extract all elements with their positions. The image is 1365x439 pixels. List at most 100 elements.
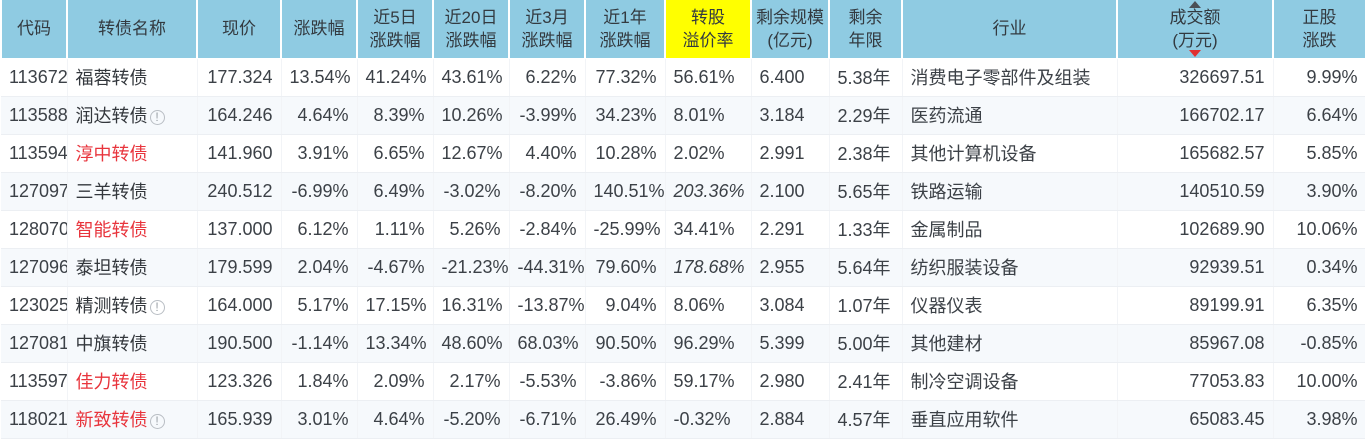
column-header-label: 现价: [202, 17, 276, 40]
stock-change-cell: 0.34%: [1273, 248, 1365, 287]
change-1y-cell: 26.49%: [585, 400, 666, 439]
bond-code-link[interactable]: 113594: [1, 134, 68, 173]
stock-change-cell: 3.98%: [1273, 400, 1365, 439]
bond-code-link[interactable]: 113597: [1, 362, 68, 401]
bond-code-link[interactable]: 113672: [1, 58, 68, 97]
column-header-stockchg[interactable]: 正股 涨跌: [1273, 0, 1365, 59]
remaining-scale-cell: 2.991: [751, 134, 830, 173]
column-header-scale[interactable]: 剩余规模 (亿元): [751, 0, 830, 59]
column-header-code[interactable]: 代码: [0, 0, 68, 59]
remaining-years-cell: 4.57年: [829, 400, 903, 439]
change-5d-cell: 4.64%: [357, 400, 434, 439]
table-row[interactable]: 113672 福蓉转债 177.324 13.54% 41.24% 43.61% 6.22%…: [1, 58, 1365, 97]
bond-name-link[interactable]: 新致转债!: [67, 400, 198, 439]
change-20d-cell: -21.23%: [433, 248, 510, 287]
column-header-line: 剩余: [848, 7, 883, 27]
column-header-label: 转股 溢价率: [670, 6, 746, 52]
table-row[interactable]: 113594 淳中转债 141.960 3.91% 6.65% 12.67% 4.40% 10…: [1, 134, 1365, 173]
change-3m-cell: -8.20%: [509, 172, 586, 211]
column-header-chg20d[interactable]: 近20日 涨跌幅: [433, 0, 510, 59]
bond-name-label: 泰坦转债: [75, 258, 148, 278]
bond-name-link[interactable]: 润达转债!: [67, 96, 198, 135]
table-row[interactable]: 127096 泰坦转债 179.599 2.04% -4.67% -21.23% -44.3…: [1, 248, 1365, 287]
bond-code-link[interactable]: 113588: [1, 96, 68, 135]
table-row[interactable]: 127081 中旗转债 190.500 -1.14% 13.34% 48.60% 68.03…: [1, 324, 1365, 363]
change-5d-cell: 6.49%: [357, 172, 434, 211]
column-header-label: 行业: [907, 17, 1112, 40]
stock-change-cell: 3.90%: [1273, 172, 1365, 211]
change-percent-cell: 3.91%: [281, 134, 358, 173]
change-1y-cell: -25.99%: [585, 210, 666, 249]
bond-code-link[interactable]: 127096: [1, 248, 68, 287]
current-price-cell: 137.000: [197, 210, 282, 249]
turnover-amount-cell: 102689.90: [1117, 210, 1274, 249]
change-20d-cell: 5.26%: [433, 210, 510, 249]
turnover-amount-cell: 326697.51: [1117, 58, 1274, 97]
column-header-name[interactable]: 转债名称: [67, 0, 198, 59]
turnover-amount-cell: 92939.51: [1117, 248, 1274, 287]
table-row[interactable]: 113597 佳力转债 123.326 1.84% 2.09% 2.17% -5.53% -3…: [1, 362, 1365, 401]
table-row[interactable]: 123025 精测转债! 164.000 5.17% 17.15% 16.31% -13.8…: [1, 286, 1365, 325]
change-1y-cell: 34.23%: [585, 96, 666, 135]
change-3m-cell: -13.87%: [509, 286, 586, 325]
bond-code-link[interactable]: 123025: [1, 286, 68, 325]
bond-name-link[interactable]: 佳力转债: [67, 362, 198, 401]
change-20d-cell: 12.67%: [433, 134, 510, 173]
bond-code-link[interactable]: 128070: [1, 210, 68, 249]
warning-circle-icon[interactable]: !: [149, 110, 165, 125]
table-row[interactable]: 128070 智能转债 137.000 6.12% 1.11% 5.26% -2.84% -2…: [1, 210, 1365, 249]
column-header-label: 正股 涨跌: [1278, 6, 1361, 52]
current-price-cell: 164.000: [197, 286, 282, 325]
bond-name-link[interactable]: 精测转债!: [67, 286, 198, 325]
header-row: 代码 转债名称 现价 涨跌幅 近5日 涨跌幅 近20日 涨跌幅 近3月 涨跌幅 近1年 涨跌幅 转股 溢价…: [0, 0, 1365, 59]
change-5d-cell: 17.15%: [357, 286, 434, 325]
table-row[interactable]: 113588 润达转债! 164.246 4.64% 8.39% 10.26% -3.99%…: [1, 96, 1365, 135]
bond-name-link[interactable]: 智能转债: [67, 210, 198, 249]
warning-circle-icon[interactable]: !: [149, 300, 165, 315]
industry-cell: 垂直应用软件: [902, 400, 1118, 439]
sort-descending-arrow-icon[interactable]: [1189, 49, 1201, 57]
turnover-amount-cell: 165682.57: [1117, 134, 1274, 173]
warning-circle-icon[interactable]: !: [149, 414, 165, 429]
bond-name-link[interactable]: 三羊转债: [67, 172, 198, 211]
change-20d-cell: 2.17%: [433, 362, 510, 401]
change-1y-cell: 10.28%: [585, 134, 666, 173]
remaining-scale-cell: 5.399: [751, 324, 830, 363]
sort-ascending-arrow-icon[interactable]: [1189, 1, 1201, 8]
change-5d-cell: 2.09%: [357, 362, 434, 401]
column-header-chg1y[interactable]: 近1年 涨跌幅: [585, 0, 666, 59]
industry-cell: 纺织服装设备: [902, 248, 1118, 287]
column-header-chg3m[interactable]: 近3月 涨跌幅: [509, 0, 586, 59]
column-header-line: 现价: [222, 19, 256, 39]
current-price-cell: 123.326: [197, 362, 282, 401]
column-header-chg[interactable]: 涨跌幅: [281, 0, 358, 59]
change-3m-cell: -5.53%: [509, 362, 586, 401]
column-header-premium[interactable]: 转股 溢价率: [665, 0, 752, 59]
conversion-premium-cell: 34.41%: [665, 210, 752, 249]
column-header-line: 涨跌幅: [445, 30, 497, 50]
industry-cell: 消费电子零部件及组装: [902, 58, 1118, 97]
bond-name-link[interactable]: 淳中转债: [67, 134, 198, 173]
current-price-cell: 240.512: [197, 172, 282, 211]
column-header-line: 代码: [17, 19, 51, 39]
table-row[interactable]: 118021 新致转债! 165.939 3.01% 4.64% -5.20% -6.71%…: [1, 400, 1365, 439]
column-header-chg5d[interactable]: 近5日 涨跌幅: [357, 0, 434, 59]
remaining-years-cell: 1.07年: [829, 286, 903, 325]
remaining-years-cell: 2.38年: [829, 134, 903, 173]
column-header-price[interactable]: 现价: [197, 0, 282, 59]
industry-cell: 金属制品: [902, 210, 1118, 249]
change-percent-cell: 2.04%: [281, 248, 358, 287]
column-header-years[interactable]: 剩余 年限: [829, 0, 903, 59]
bond-code-link[interactable]: 127081: [1, 324, 68, 363]
column-header-line: (亿元): [767, 30, 813, 50]
bond-code-link[interactable]: 127097: [1, 172, 68, 211]
table-row[interactable]: 127097 三羊转债 240.512 -6.99% 6.49% -3.02% -8.20%…: [1, 172, 1365, 211]
bond-name-link[interactable]: 中旗转债: [67, 324, 198, 363]
conversion-premium-cell: 8.01%: [665, 96, 752, 135]
column-header-turnover[interactable]: 成交额 (万元): [1117, 0, 1274, 59]
column-header-industry[interactable]: 行业: [902, 0, 1118, 59]
bond-name-link[interactable]: 泰坦转债: [67, 248, 198, 287]
bond-code-link[interactable]: 118021: [1, 400, 68, 439]
bond-name-link[interactable]: 福蓉转债: [67, 58, 198, 97]
